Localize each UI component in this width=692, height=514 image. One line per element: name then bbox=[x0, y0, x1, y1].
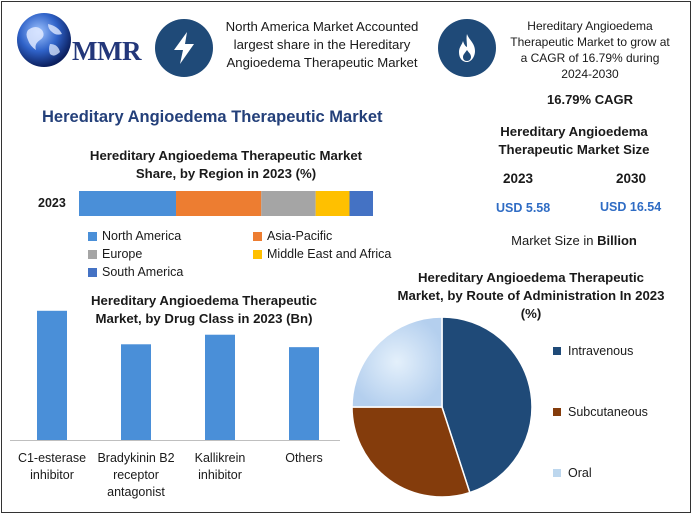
legend-swatch bbox=[88, 267, 97, 277]
lightning-bolt-icon bbox=[155, 19, 213, 77]
drug-bar-kallikrein-inhibitor bbox=[205, 334, 235, 440]
legend-swatch bbox=[253, 231, 262, 241]
na-share-text: North America Market Accounted largest s… bbox=[225, 19, 419, 70]
drug-class-bar-chart bbox=[10, 310, 340, 441]
region-segment-asia-pacific bbox=[176, 191, 262, 216]
legend-label: South America bbox=[102, 265, 184, 279]
legend-label: Oral bbox=[568, 466, 592, 480]
label-line: C1-esterase bbox=[17, 451, 87, 465]
drug-category-label-kallikrein-inhibitor: Kallikrein inhibitor bbox=[172, 450, 268, 484]
label-line: antagonist bbox=[107, 485, 165, 499]
drug-category-label-c1-esterase-inhibitor: C1-esterase inhibitor bbox=[4, 450, 100, 484]
cagr-value: 16.79% CAGR bbox=[547, 92, 633, 107]
drug-bar-c1-esterase-inhibitor bbox=[37, 310, 67, 440]
drug-bar-bradykinin-b2-receptor-antagonist bbox=[121, 344, 151, 440]
unit-prefix: Market Size in bbox=[511, 233, 598, 248]
legend-label: Subcutaneous bbox=[568, 405, 648, 419]
route-legend-item-intravenous: Intravenous bbox=[553, 344, 633, 358]
drug-category-label-others: Others bbox=[256, 450, 352, 467]
size-2023-value: USD 5.58 bbox=[496, 201, 551, 215]
label-line: inhibitor bbox=[198, 468, 242, 482]
logo-text: MMR bbox=[72, 36, 141, 66]
label-line: inhibitor bbox=[30, 468, 74, 482]
drug-class-chart-title: Hereditary Angioedema Therapeutic Market… bbox=[91, 293, 317, 326]
legend-label: Asia-Pacific bbox=[267, 229, 333, 243]
legend-swatch bbox=[88, 231, 97, 241]
legend-swatch bbox=[253, 249, 262, 259]
unit-bold: Billion bbox=[597, 233, 637, 248]
route-pie-chart bbox=[351, 316, 533, 498]
legend-label: Middle East and Africa bbox=[267, 247, 392, 261]
flame-icon bbox=[438, 19, 496, 77]
drug-category-label-bradykinin-b2-receptor-antagonist: Bradykinin B2 receptor antagonist bbox=[88, 450, 184, 501]
drug-bar-others bbox=[289, 347, 319, 440]
region-legend-item-asia-pacific: Asia-Pacific bbox=[253, 229, 332, 243]
region-stacked-bar bbox=[79, 191, 373, 216]
region-segment-south-america bbox=[349, 191, 373, 216]
legend-swatch bbox=[553, 408, 561, 416]
year-2023-label: 2023 bbox=[503, 171, 534, 186]
pie-slice-subcutaneous bbox=[351, 406, 471, 498]
label-line: Kallikrein bbox=[194, 451, 246, 465]
legend-swatch bbox=[553, 469, 561, 477]
region-bar-category: 2023 bbox=[38, 196, 66, 210]
region-segment-middle-east-and-africa bbox=[315, 191, 350, 216]
region-segment-north-america bbox=[79, 191, 177, 216]
legend-swatch bbox=[553, 347, 561, 355]
year-2030-label: 2030 bbox=[616, 171, 647, 186]
route-legend-item-oral: Oral bbox=[553, 466, 592, 480]
region-legend-item-south-america: South America bbox=[88, 265, 183, 279]
legend-label: Intravenous bbox=[568, 344, 634, 358]
cagr-description: Hereditary Angioedema Therapeutic Market… bbox=[510, 19, 670, 81]
label-line: Bradykinin B2 bbox=[97, 451, 175, 465]
route-legend-item-subcutaneous: Subcutaneous bbox=[553, 405, 648, 419]
page-title: Hereditary Angioedema Therapeutic Market bbox=[42, 108, 383, 126]
pie-slice-intravenous bbox=[441, 316, 533, 494]
region-segment-europe bbox=[261, 191, 316, 216]
legend-swatch bbox=[88, 249, 97, 259]
label-line: Others bbox=[285, 451, 323, 465]
legend-label: North America bbox=[102, 229, 182, 243]
region-legend-item-north-america: North America bbox=[88, 229, 181, 243]
globe-icon bbox=[17, 13, 71, 67]
region-legend-item-middle-east-and-africa: Middle East and Africa bbox=[253, 247, 391, 261]
size-2030-value: USD 16.54 bbox=[600, 200, 662, 214]
route-chart-title: Hereditary Angioedema Therapeutic Market… bbox=[397, 270, 665, 321]
region-legend-item-europe: Europe bbox=[88, 247, 142, 261]
region-chart-title: Hereditary Angioedema Therapeutic Market… bbox=[89, 148, 363, 181]
mmr-logo: MMR bbox=[14, 10, 141, 70]
label-line: receptor bbox=[113, 468, 159, 482]
pie-slice-oral bbox=[351, 316, 443, 408]
market-size-unit: Market Size in Billion bbox=[482, 233, 666, 248]
legend-label: Europe bbox=[102, 247, 143, 261]
market-size-title: Hereditary Angioedema Therapeutic Market… bbox=[498, 124, 650, 157]
